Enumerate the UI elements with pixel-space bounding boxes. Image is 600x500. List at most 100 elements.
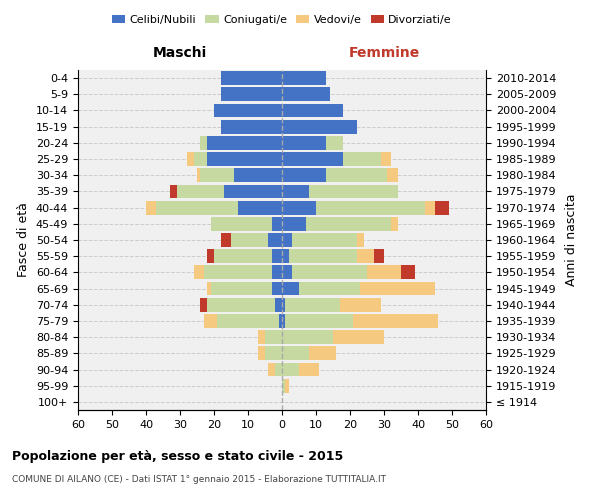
Bar [286,298,340,312]
Bar [282,200,316,214]
Bar [268,362,275,376]
Bar [214,104,282,118]
Bar [289,250,357,263]
Bar [282,71,326,85]
Bar [204,266,272,280]
Bar [282,184,309,198]
Bar [425,200,435,214]
Bar [282,217,306,230]
Bar [380,152,391,166]
Bar [299,282,360,296]
Bar [235,168,282,182]
Bar [326,168,388,182]
Bar [272,250,282,263]
Bar [200,136,207,149]
Bar [282,266,292,280]
Bar [265,330,282,344]
Bar [299,362,319,376]
Bar [221,88,282,101]
Bar [146,200,156,214]
Bar [292,233,357,247]
Bar [282,298,286,312]
Bar [204,314,217,328]
Bar [211,282,272,296]
Bar [258,330,265,344]
Y-axis label: Anni di nascita: Anni di nascita [565,194,578,286]
Bar [156,200,238,214]
Bar [282,168,326,182]
Bar [374,250,384,263]
Bar [282,104,343,118]
Text: Maschi: Maschi [153,46,207,60]
Bar [197,168,200,182]
Bar [316,200,425,214]
Bar [292,266,367,280]
Bar [309,184,398,198]
Bar [258,346,265,360]
Legend: Celibi/Nubili, Coniugati/e, Vedovi/e, Divorziati/e: Celibi/Nubili, Coniugati/e, Vedovi/e, Di… [107,10,457,29]
Bar [200,168,235,182]
Bar [309,346,337,360]
Bar [282,88,329,101]
Bar [200,298,207,312]
Bar [282,250,289,263]
Bar [282,282,299,296]
Bar [435,200,449,214]
Bar [357,250,374,263]
Bar [275,298,282,312]
Bar [360,282,435,296]
Bar [282,379,286,392]
Bar [221,71,282,85]
Bar [272,217,282,230]
Bar [367,266,401,280]
Bar [187,152,194,166]
Bar [272,282,282,296]
Bar [286,379,289,392]
Bar [286,314,353,328]
Bar [221,233,231,247]
Bar [221,120,282,134]
Bar [194,152,207,166]
Bar [207,152,282,166]
Bar [357,233,364,247]
Bar [207,282,211,296]
Y-axis label: Fasce di età: Fasce di età [17,202,31,278]
Bar [326,136,343,149]
Bar [391,217,398,230]
Bar [231,233,268,247]
Text: Femmine: Femmine [349,46,419,60]
Bar [282,233,292,247]
Bar [282,330,333,344]
Bar [272,266,282,280]
Bar [217,314,278,328]
Bar [353,314,439,328]
Bar [278,314,282,328]
Bar [214,250,272,263]
Bar [282,346,309,360]
Text: COMUNE DI AILANO (CE) - Dati ISTAT 1° gennaio 2015 - Elaborazione TUTTITALIA.IT: COMUNE DI AILANO (CE) - Dati ISTAT 1° ge… [12,475,386,484]
Bar [340,298,380,312]
Bar [207,136,282,149]
Bar [224,184,282,198]
Bar [282,362,299,376]
Bar [265,346,282,360]
Bar [194,266,204,280]
Bar [282,314,286,328]
Bar [170,184,176,198]
Bar [343,152,380,166]
Text: Popolazione per età, sesso e stato civile - 2015: Popolazione per età, sesso e stato civil… [12,450,343,463]
Bar [306,217,391,230]
Bar [282,152,343,166]
Bar [238,200,282,214]
Bar [207,250,214,263]
Bar [401,266,415,280]
Bar [282,136,326,149]
Bar [268,233,282,247]
Bar [282,120,357,134]
Bar [207,298,275,312]
Bar [275,362,282,376]
Bar [176,184,224,198]
Bar [388,168,398,182]
Bar [211,217,272,230]
Bar [333,330,384,344]
